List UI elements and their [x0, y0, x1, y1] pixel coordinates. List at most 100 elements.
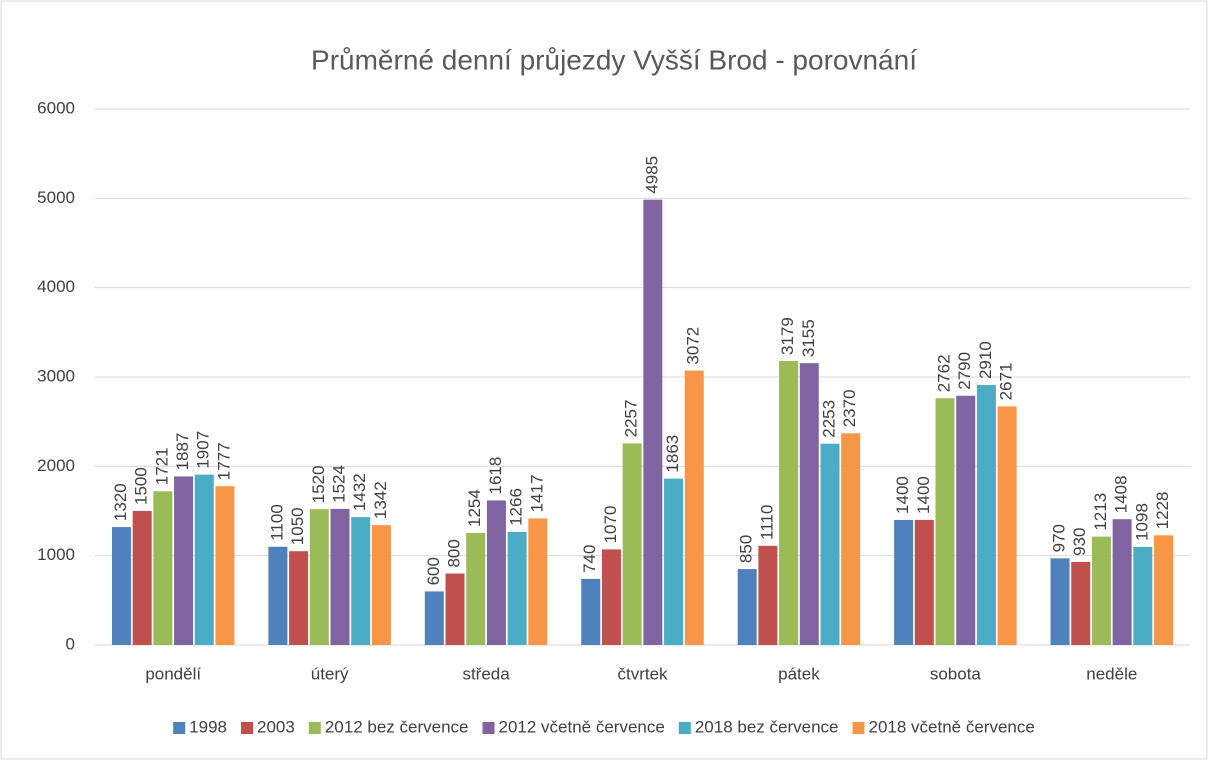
x-tick-label: neděle	[1086, 664, 1137, 683]
bar	[894, 519, 914, 645]
data-label: 1342	[371, 481, 390, 519]
bar	[976, 385, 996, 645]
data-label: 1098	[1132, 503, 1151, 541]
bar	[309, 509, 329, 645]
data-label: 1320	[111, 483, 130, 521]
bar	[1091, 536, 1111, 645]
bar	[1154, 535, 1174, 645]
data-label: 1228	[1153, 491, 1172, 529]
data-label: 850	[737, 535, 756, 563]
bar	[132, 511, 152, 645]
x-tick-label: pondělí	[145, 664, 201, 683]
data-label: 1400	[893, 476, 912, 514]
data-label: 1432	[350, 473, 369, 511]
data-label: 930	[1070, 528, 1089, 556]
bar	[820, 443, 840, 645]
data-label: 1721	[152, 447, 171, 485]
bar	[528, 518, 548, 645]
data-label: 600	[424, 557, 443, 585]
data-label: 1777	[214, 442, 233, 480]
x-tick-label: pátek	[778, 664, 820, 683]
bar	[111, 527, 131, 645]
bar	[841, 433, 861, 645]
legend-swatch	[482, 722, 495, 734]
bar	[153, 491, 173, 645]
legend-label: 1998	[189, 717, 227, 736]
bar	[371, 525, 391, 645]
bar	[486, 500, 506, 645]
bar	[445, 573, 465, 645]
data-label: 1110	[757, 505, 776, 540]
y-tick-label: 6000	[37, 98, 75, 117]
bar	[601, 549, 621, 645]
data-label: 2257	[622, 400, 641, 438]
data-label: 1524	[329, 465, 348, 503]
legend-swatch	[678, 722, 691, 734]
data-label: 1618	[486, 457, 505, 495]
bar	[330, 508, 350, 645]
bar	[1133, 546, 1153, 645]
data-label: 2790	[955, 352, 974, 390]
chart-title: Průměrné denní průjezdy Vyšší Brod - por…	[311, 44, 917, 75]
legend-swatch	[308, 722, 321, 734]
data-label: 1400	[914, 476, 933, 514]
data-label: 1907	[194, 431, 213, 469]
bar	[758, 545, 778, 645]
data-label: 1266	[507, 488, 526, 526]
data-label: 1100	[267, 504, 286, 541]
bar	[268, 546, 288, 645]
legend-label: 2012 včetně července	[498, 717, 664, 736]
data-label: 2370	[840, 389, 859, 427]
legend-label: 2018 včetně července	[868, 717, 1034, 736]
bar	[351, 517, 371, 645]
bar	[737, 569, 757, 645]
data-label: 1500	[132, 467, 151, 505]
x-tick-label: středa	[462, 664, 510, 683]
data-label: 1417	[527, 475, 546, 513]
bar	[581, 578, 601, 645]
bar	[997, 406, 1017, 645]
data-label: 3179	[778, 317, 797, 355]
data-label: 1887	[173, 433, 192, 471]
bar	[174, 476, 194, 645]
bar	[914, 519, 934, 645]
y-tick-label: 4000	[37, 277, 75, 296]
data-label: 1070	[601, 506, 620, 544]
bar	[643, 199, 663, 645]
x-tick-label: sobota	[930, 664, 982, 683]
data-label: 970	[1050, 524, 1069, 552]
data-label: 1254	[465, 489, 484, 527]
data-label: 3155	[799, 319, 818, 357]
bar	[622, 443, 642, 645]
bar	[1050, 558, 1070, 645]
data-label: 2671	[997, 363, 1016, 401]
bar	[799, 363, 819, 645]
data-label: 3072	[684, 327, 703, 365]
data-label: 2910	[976, 341, 995, 379]
data-label: 740	[580, 545, 599, 573]
bar	[466, 532, 486, 645]
bar	[1071, 561, 1091, 645]
y-tick-label: 2000	[37, 456, 75, 475]
bar	[194, 474, 214, 645]
bar	[779, 361, 799, 645]
data-label: 4985	[642, 156, 661, 194]
data-label: 1213	[1091, 493, 1110, 531]
legend-swatch	[852, 722, 865, 734]
bar	[215, 486, 235, 645]
bar	[507, 531, 527, 645]
bar	[935, 398, 955, 645]
bar	[684, 370, 704, 645]
y-tick-label: 0	[66, 634, 75, 653]
data-label: 1863	[663, 435, 682, 473]
x-tick-label: čtvrtek	[617, 664, 668, 683]
data-label: 800	[445, 539, 464, 567]
x-tick-label: úterý	[311, 664, 349, 683]
bar	[956, 395, 976, 645]
legend-label: 2012 bez července	[325, 717, 469, 736]
bar	[1112, 519, 1132, 645]
data-label: 2253	[819, 400, 838, 438]
bar	[289, 551, 309, 645]
data-label: 1408	[1112, 475, 1131, 513]
